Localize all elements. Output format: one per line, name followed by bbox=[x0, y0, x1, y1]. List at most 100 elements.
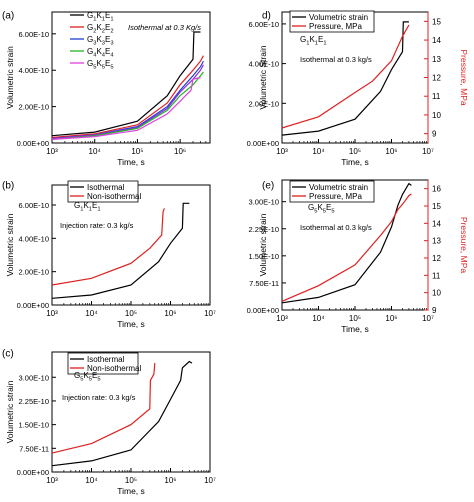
x-tick-label: 10³ bbox=[276, 314, 288, 323]
legend-label: Volumetric strain bbox=[309, 183, 368, 192]
y-axis-label: Volumetric strain bbox=[5, 380, 15, 443]
y-right-tick-label: 9 bbox=[432, 130, 437, 139]
series-non-isothermal bbox=[51, 208, 165, 286]
x-axis-label: Time, s bbox=[341, 324, 369, 334]
x-tick-label: 10³ bbox=[46, 309, 58, 318]
panel-label: (b) bbox=[2, 180, 14, 191]
legend-box bbox=[289, 180, 375, 203]
legend-label: Volumetric strain bbox=[309, 13, 368, 22]
y-right-tick-label: 16 bbox=[432, 185, 441, 194]
y-right-tick-label: 14 bbox=[432, 36, 441, 45]
y-axis-label: Volumetric strain bbox=[5, 46, 15, 109]
series-2 bbox=[51, 55, 204, 139]
y-tick-label: 0.00E+00 bbox=[17, 301, 49, 310]
x-tick-label: 10⁵ bbox=[349, 147, 361, 156]
y-tick-label: 2.25E-10 bbox=[19, 397, 49, 406]
series-1 bbox=[51, 31, 201, 137]
panel-label: d) bbox=[262, 10, 271, 21]
annotation: Injection rate: 0.3 kg/s bbox=[60, 221, 134, 230]
x-axis-label: Time, s bbox=[341, 157, 369, 167]
y-tick-label: 0.00E+00 bbox=[17, 139, 49, 148]
x-tick-label: 10⁷ bbox=[422, 147, 434, 156]
legend-label: G5K5E5 bbox=[87, 59, 114, 71]
y-axis-label: Volumetric Strain bbox=[258, 45, 268, 110]
legend-box bbox=[67, 352, 139, 375]
series-4 bbox=[51, 64, 204, 140]
x-tick-label: 10⁷ bbox=[204, 476, 216, 485]
y-tick-label: 6.00E-10 bbox=[19, 30, 49, 39]
y-tick-label: 4.00E-10 bbox=[19, 66, 49, 75]
annotation: Isothermal at 0.3 kg/s bbox=[300, 223, 372, 232]
y-tick-label: 6.00E-10 bbox=[249, 20, 279, 29]
x-axis-label: Time, s bbox=[117, 319, 145, 329]
legend-label: Isothermal bbox=[87, 355, 125, 364]
y-right-tick-label: 10 bbox=[432, 111, 441, 120]
y-right-tick-label: 11 bbox=[432, 271, 441, 280]
y-tick-label: 2.00E-10 bbox=[19, 268, 49, 277]
case-label: G5K5E5 bbox=[74, 371, 101, 383]
annotation: Isothermal at 0.3 kg/s bbox=[300, 55, 372, 64]
x-tick-label: 10⁶ bbox=[385, 147, 397, 156]
y-axis-right-label: Pressure, MPa bbox=[459, 49, 469, 105]
y-right-tick-label: 11 bbox=[432, 92, 441, 101]
panel-a: (a) 0.00E+00 2.00E-10 4.00E-10 6.00E-10 10³ 10… bbox=[2, 10, 211, 167]
legend-label: Pressure, MPa bbox=[309, 192, 362, 201]
x-tick-label: 10⁶ bbox=[174, 147, 186, 156]
panel-c: (c) 0.00E+00 7.50E-11 1.50E-10 2.25E-10 3.00E… bbox=[2, 348, 216, 496]
annotation: Isothermal at 0.3 Kg/s bbox=[128, 23, 201, 32]
x-tick-label: 10⁴ bbox=[89, 147, 102, 156]
y-tick-label: 0.00E+00 bbox=[17, 468, 49, 477]
series-pressure-mpa bbox=[281, 24, 410, 129]
y-tick-label: 0.00E+00 bbox=[247, 139, 279, 148]
x-tick-label: 10⁶ bbox=[385, 314, 397, 323]
case-label: G1K1E1 bbox=[300, 35, 327, 47]
annotation: Injection rate: 0.3 kg/s bbox=[62, 393, 136, 402]
x-tick-label: 10⁵ bbox=[131, 147, 143, 156]
y-tick-label: 2.00E-10 bbox=[19, 103, 49, 112]
series-pressure-mpa bbox=[281, 193, 412, 302]
y-right-tick-label: 10 bbox=[432, 289, 441, 298]
y-tick-label: 2.00E-10 bbox=[249, 99, 279, 108]
series-6 bbox=[51, 76, 201, 140]
y-tick-label: 1.50E-10 bbox=[249, 252, 279, 261]
case-label: G1K1E1 bbox=[74, 201, 101, 213]
y-tick-label: 6.00E-10 bbox=[19, 201, 49, 210]
legend-label: G4K4E4 bbox=[87, 47, 114, 59]
y-tick-label: 3.00E-10 bbox=[19, 373, 49, 382]
series-non-isothermal bbox=[51, 363, 156, 454]
y-right-tick-label: 13 bbox=[432, 237, 441, 246]
x-tick-label: 10⁶ bbox=[164, 309, 176, 318]
y-right-tick-label: 14 bbox=[432, 219, 441, 228]
y-tick-label: 7.50E-11 bbox=[249, 279, 279, 288]
legend-box bbox=[289, 10, 375, 33]
legend-label: Pressure, MPa bbox=[309, 22, 362, 31]
x-axis-label: Time, s bbox=[117, 157, 145, 167]
x-tick-label: 10⁷ bbox=[422, 314, 434, 323]
legend-label: G2K2E2 bbox=[87, 23, 114, 35]
x-tick-label: 10⁶ bbox=[164, 476, 176, 485]
series-isothermal bbox=[51, 202, 190, 299]
y-right-tick-label: 12 bbox=[432, 74, 441, 83]
series-volumetric-strain bbox=[281, 182, 412, 304]
x-tick-label: 10⁴ bbox=[312, 314, 325, 323]
legend-label: G1K1E1 bbox=[87, 11, 114, 23]
legend-label: Non-isothermal bbox=[87, 364, 141, 373]
y-right-tick-label: 9 bbox=[432, 306, 437, 315]
y-right-tick-label: 15 bbox=[432, 202, 441, 211]
y-right-tick-label: 12 bbox=[432, 254, 441, 263]
y-tick-label: 3.00E-10 bbox=[249, 198, 279, 207]
legend-label: Isothermal bbox=[87, 183, 125, 192]
y-right-tick-label: 13 bbox=[432, 55, 441, 64]
x-tick-label: 10⁴ bbox=[85, 309, 98, 318]
y-tick-label: 1.50E-10 bbox=[19, 421, 49, 430]
panel-d: d) 0.00E+00 2.00E-10 4.00E-10 6.00E-10 10³ 10⁴… bbox=[247, 10, 469, 167]
panel-e: (e) 0.00E+00 7.50E-11 1.50E-10 2.25E-10 3.00E… bbox=[247, 179, 469, 334]
y-axis-right-label: Pressure, MPa bbox=[459, 217, 469, 273]
y-tick-label: 2.25E-10 bbox=[249, 225, 279, 234]
x-tick-label: 10³ bbox=[46, 147, 58, 156]
x-tick-label: 10⁵ bbox=[349, 314, 361, 323]
x-tick-label: 10⁷ bbox=[204, 309, 216, 318]
x-tick-label: 10⁴ bbox=[312, 147, 325, 156]
x-tick-label: 10⁴ bbox=[85, 476, 98, 485]
